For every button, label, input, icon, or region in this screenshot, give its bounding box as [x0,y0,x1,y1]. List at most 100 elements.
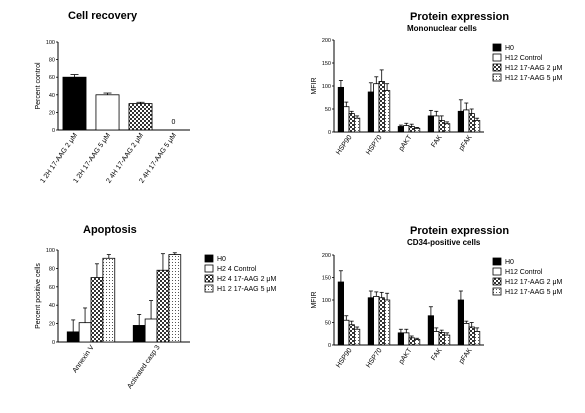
bar-4-2 [168,254,182,343]
bar-1-2 [132,325,146,343]
bar-2-4 [433,115,440,133]
bar-1-4 [427,315,435,346]
y-tick-label: 60 [49,285,55,291]
x-category-label: pFAK [458,347,474,365]
legend-label: H12 17-AAG 5 μM [505,289,563,296]
chart-title: Cell recovery [68,10,138,22]
chart-title: Protein expression [410,11,509,23]
bar-1-3 [397,126,405,133]
bar-1-3 [397,332,405,346]
legend-swatch [492,43,502,52]
x-category-label: FAK [430,134,444,149]
bar-2-5 [463,109,470,133]
legend-swatch [492,287,502,296]
bar-3-2 [378,297,385,346]
y-tick-label: 80 [49,58,55,64]
bar-2 [95,94,120,131]
chart-apoptosis: Apoptosis 0 20 40 60 80 100 Percent positive ce… [35,224,276,390]
y-tick-label: 80 [49,266,55,272]
y-tick-label: 100 [322,84,331,90]
bar-4-2 [383,299,391,346]
y-tick-label: 50 [325,107,331,113]
legend-label: H12 17-AAG 5 μM [505,75,563,82]
y-tick-label: 20 [49,322,55,328]
y-tick-label: 0 [52,340,55,346]
bar-1-5 [457,299,465,346]
legend-label: H0 [505,45,514,52]
x-category-label: pAKT [398,134,414,153]
bar-4-3 [413,127,421,133]
y-tick-label: 0 [52,128,55,134]
legend-swatch [204,284,214,293]
x-category-label: pAKT [398,347,414,366]
legend-label: H2 4 Control [217,266,257,273]
legend-label: H12 Control [505,269,543,276]
legend: H0 H2 4 Control H2 4 17-AAG 2 μM H1 2 17-AA… [204,254,276,293]
bar-2-1 [78,322,92,343]
x-category-label: 2 4H 17-AAG 5 μM [138,132,178,185]
bar-1 [62,76,87,131]
bar-2-3 [403,125,410,133]
bar-1-2 [367,91,375,133]
y-tick-label: 100 [46,40,55,46]
bar-4-3 [413,339,421,346]
y-tick-label: 200 [322,253,331,259]
bar-1-2 [367,297,375,346]
bar-2-2 [373,295,380,346]
x-category-label: HSP90 [335,347,354,369]
legend: H0 H12 Control H12 17-AAG 2 μM H12 17-AAG 5… [492,257,563,296]
legend-swatch [492,73,502,82]
x-category-label: HSP70 [365,134,384,156]
bar-3-1 [348,324,355,346]
legend-label: H1 2 17-AAG 5 μM [217,286,276,293]
bar-3-2 [378,81,385,133]
bar-3-3 [408,126,415,133]
y-tick-label: 50 [325,321,331,327]
legend-swatch [492,53,502,62]
bar-3-4 [438,120,445,133]
y-tick-label: 40 [49,303,55,309]
legend-swatch [492,257,502,266]
x-category-label: 2 4H 17-AAG 2 μM [105,132,145,185]
x-category-label: HSP70 [365,347,384,369]
legend: H0 H12 Control H12 17-AAG 2 μM H12 17-AAG 5… [492,43,563,82]
bar-2-2 [373,83,380,133]
bar-2-1 [343,319,350,346]
y-tick-label: 150 [322,276,331,282]
bar-1-1 [337,281,345,346]
bar-4-1 [102,257,116,343]
chart-title: Protein expression [410,225,509,237]
legend-label: H12 Control [505,55,543,62]
y-tick-label: 100 [322,298,331,304]
bar-3-5 [468,113,475,133]
y-axis-label: MFIR [311,77,318,94]
legend-label: H2 4 17-AAG 2 μM [217,276,276,283]
bar-2-4 [433,331,440,346]
x-category-label: Activated casp 3 [126,344,161,390]
bar-3-1 [348,113,355,133]
x-category-label: 1 2H 17-AAG 2 μM [39,132,79,185]
chart-subtitle: Mononuclear cells [407,24,477,33]
bar-1-4 [427,115,435,133]
bar-3-5 [468,326,475,346]
bar-3-2 [156,269,170,343]
y-axis-label: MFIR [311,291,318,308]
legend-swatch [204,264,214,273]
legend-swatch [204,254,214,263]
x-category-label: HSP90 [335,134,354,156]
bar-1-5 [457,110,465,133]
bar-2-5 [463,322,470,346]
bar-4-5 [473,331,481,346]
x-category-label: 1 2H 17-AAG 5 μM [72,132,112,185]
bar-3-4 [438,331,445,346]
legend-label: H0 [505,259,514,266]
chart-subtitle: CD34-positive cells [407,238,481,247]
y-axis-label: Percent control [35,62,42,110]
bar-4-4 [443,334,451,346]
bar-1-1 [337,86,345,133]
legend-swatch [492,267,502,276]
x-category-label: Annexin V [72,344,96,374]
